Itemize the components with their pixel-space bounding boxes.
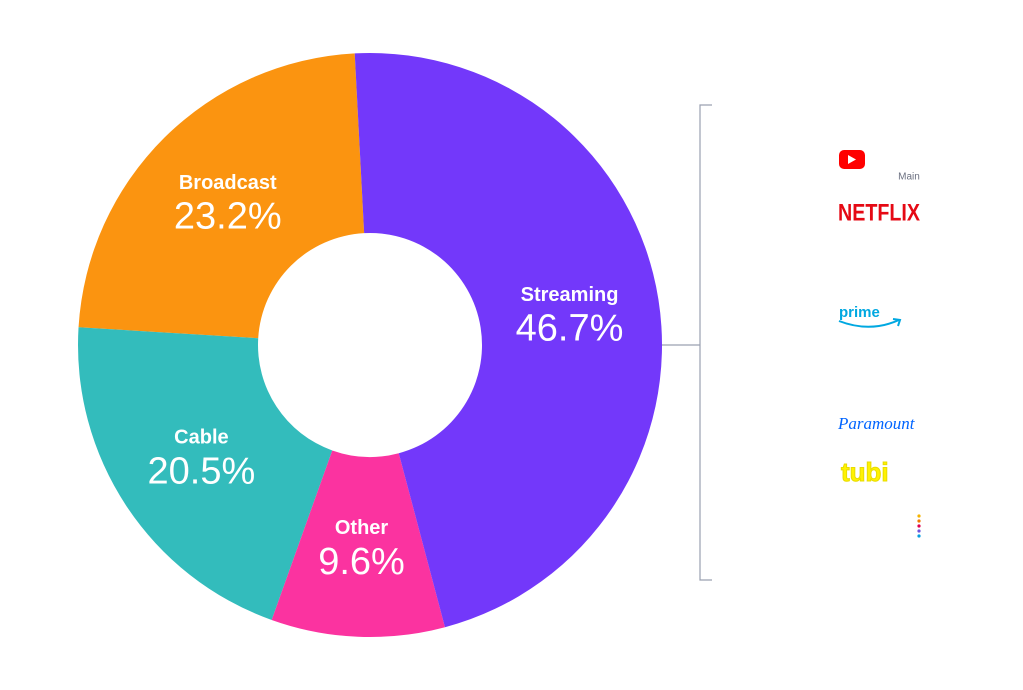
paramount-logo: Paramount [837,414,916,433]
segment-value: 20.5% [148,450,256,492]
segment-value: 9.6% [318,541,405,583]
main-label: Main [898,172,920,183]
prime-smile [838,318,902,328]
segment-name: Streaming [521,284,619,306]
donut-segment [354,53,662,628]
donut-segment [78,53,365,339]
segment-value: 23.2% [174,196,282,238]
peacock-logo [917,514,921,538]
segment-value: 46.7% [516,308,624,350]
segment-name: Cable [174,427,228,449]
segment-name: Broadcast [179,172,277,194]
donut-segment [77,327,333,620]
donut-segment [271,450,445,637]
bracket [662,104,712,581]
netflix-logo: NETFLIX [838,199,920,226]
segment-name: Other [335,517,389,539]
youtube-logo [839,150,865,169]
prime-logo: prime [839,304,880,321]
tubi-logo: tubi [841,457,889,487]
